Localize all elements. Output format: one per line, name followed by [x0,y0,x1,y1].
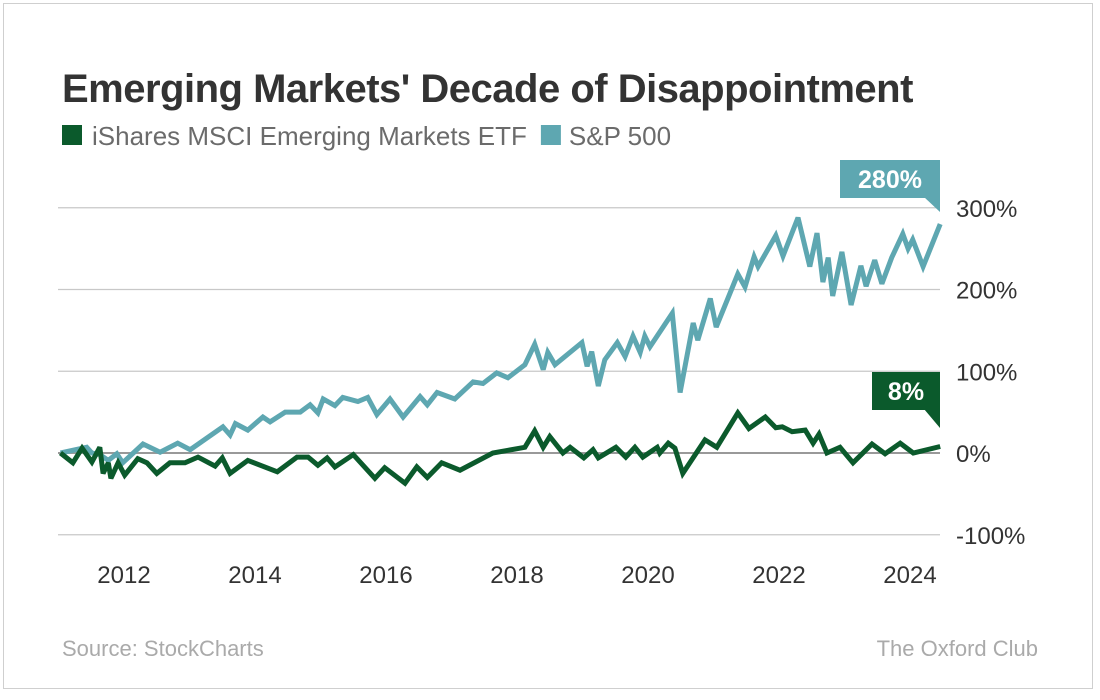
callout-label-emerging-markets: 8% [888,378,924,406]
callout-tail-emerging-markets [924,409,940,428]
legend: iShares MSCI Emerging Markets ETF S&P 50… [62,121,671,151]
callout-box-sp500 [840,160,940,198]
series-line-emerging-markets [58,408,941,487]
legend-swatch-emerging-markets [62,125,82,145]
series-lines [58,216,943,487]
legend-swatch-sp500 [540,125,561,145]
callout-sp500: 280% [840,160,940,212]
y-tick-label: 0% [956,441,991,468]
callout-box-emerging-markets [872,372,940,410]
x-tick-label: 2020 [621,562,674,589]
callout-tail-sp500 [924,197,940,212]
y-tick-label: 100% [956,359,1017,386]
y-tick-label: 200% [956,278,1017,305]
source-note: Source: StockCharts [62,636,264,661]
x-tick-label: 2014 [228,562,281,589]
legend-label-emerging-markets: iShares MSCI Emerging Markets ETF [92,121,527,151]
x-axis-ticks: 2012 2014 2016 2018 2020 2022 2024 [97,562,936,589]
y-tick-label: 300% [956,196,1017,223]
chart-card [3,3,1093,689]
x-tick-label: 2016 [359,562,412,589]
x-tick-label: 2022 [752,562,805,589]
callout-label-sp500: 280% [858,166,922,194]
chart-title: Emerging Markets' Decade of Disappointme… [62,67,913,111]
credit-note: The Oxford Club [877,636,1038,661]
x-tick-label: 2018 [490,562,543,589]
y-axis-ticks: 300% 200% 100% 0% -100% [956,196,1025,550]
callout-emerging-markets: 8% [872,372,940,428]
x-tick-label: 2024 [883,562,936,589]
legend-label-sp500: S&P 500 [569,121,671,151]
x-tick-label: 2012 [97,562,150,589]
y-tick-label: -100% [956,523,1025,550]
series-line-sp500 [59,216,943,467]
